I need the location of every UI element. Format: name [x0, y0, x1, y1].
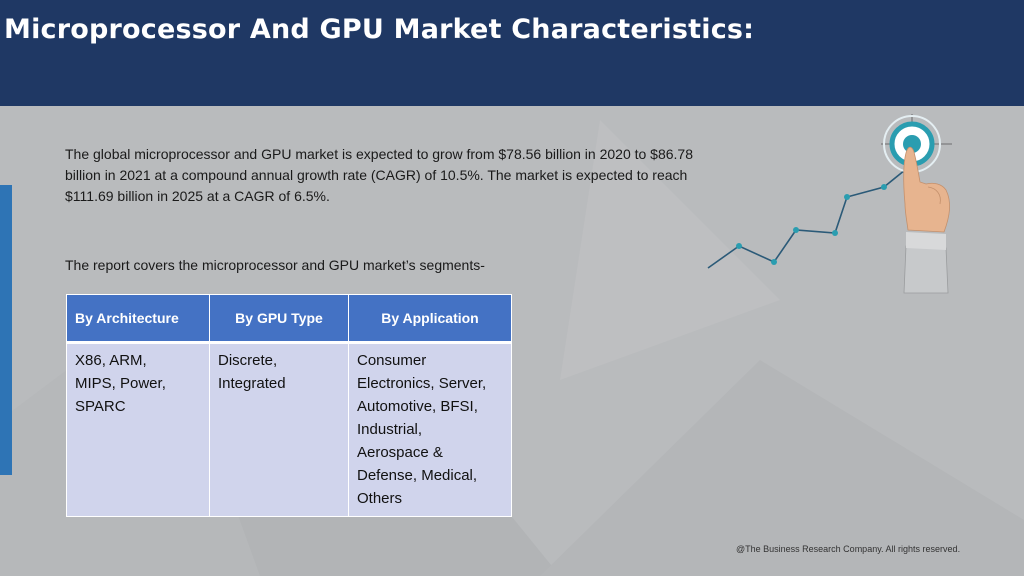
cell-line: Consumer: [357, 352, 427, 369]
cell-line: Industrial,: [357, 421, 423, 438]
cell-line: Others: [357, 490, 403, 507]
accent-bar: [0, 185, 12, 475]
cell-line: X86, ARM,: [75, 352, 147, 369]
cell-line: Discrete,: [218, 352, 278, 369]
cell-application: Consumer Electronics, Server, Automotive…: [348, 342, 512, 517]
header-by-gpu-type: By GPU Type: [209, 294, 349, 344]
segments-table: By Architecture By GPU Type By Applicati…: [66, 294, 512, 517]
table-header-row: By Architecture By GPU Type By Applicati…: [66, 294, 512, 344]
growth-line-icon: [707, 169, 906, 269]
cell-line: Automotive, BFSI,: [357, 398, 478, 415]
cell-gpu-type: Discrete, Integrated: [209, 342, 349, 517]
intro-text: The global microprocessor and GPU market…: [65, 144, 725, 276]
pointing-hand-icon: [903, 146, 950, 294]
header-by-architecture: By Architecture: [66, 294, 210, 344]
header-by-application: By Application: [348, 294, 512, 344]
cell-line: Defense, Medical,: [357, 467, 478, 484]
title-banner: Microprocessor And GPU Market Characteri…: [0, 0, 1024, 106]
cell-line: Integrated: [218, 375, 286, 392]
copyright-footer: @The Business Research Company. All righ…: [736, 544, 961, 554]
cell-line: Aerospace &: [357, 444, 443, 461]
segments-intro-paragraph: The report covers the microprocessor and…: [65, 257, 485, 273]
growth-illustration: [707, 114, 952, 294]
cell-line: Electronics, Server,: [357, 375, 487, 392]
market-summary-paragraph: The global microprocessor and GPU market…: [65, 146, 694, 204]
cell-line: MIPS, Power,: [75, 375, 166, 392]
table-row: X86, ARM, MIPS, Power, SPARC Discrete, I…: [66, 342, 512, 517]
page-title: Microprocessor And GPU Market Characteri…: [4, 14, 755, 45]
cell-architecture: X86, ARM, MIPS, Power, SPARC: [66, 342, 210, 517]
cell-line: SPARC: [75, 398, 126, 415]
